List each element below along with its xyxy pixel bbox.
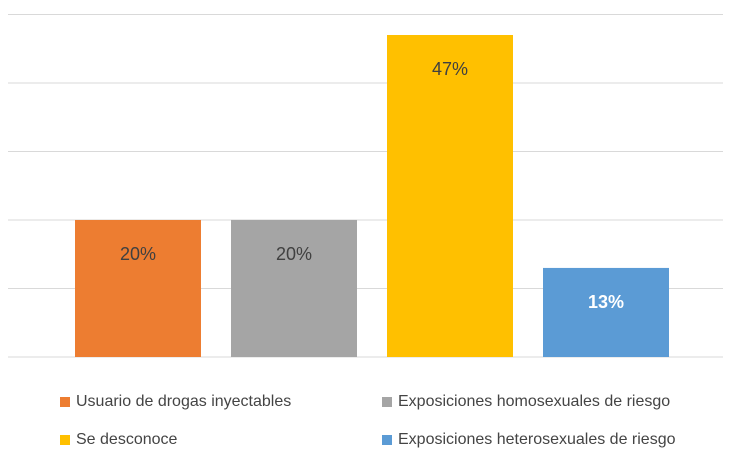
legend-item-se-desconoce: Se desconoce <box>60 430 382 450</box>
bar <box>75 219 201 357</box>
data-label: 47% <box>432 59 468 79</box>
legend-item-heterosexuales: Exposiciones heterosexuales de riesgo <box>382 430 712 450</box>
legend-item-usuario-drogas: Usuario de drogas inyectables <box>60 392 382 412</box>
legend-swatch <box>382 397 392 407</box>
legend-swatch <box>60 397 70 407</box>
bars <box>75 35 669 357</box>
data-label: 20% <box>276 244 312 264</box>
data-label: 20% <box>120 244 156 264</box>
legend-item-homosexuales: Exposiciones homosexuales de riesgo <box>382 392 712 412</box>
legend-label: Exposiciones heterosexuales de riesgo <box>398 431 676 448</box>
bar <box>543 267 669 357</box>
legend-swatch <box>60 435 70 445</box>
legend-label: Usuario de drogas inyectables <box>76 393 292 410</box>
bar-chart: 20% 20% 47% 13% <box>8 13 723 358</box>
legend-swatch <box>382 435 392 445</box>
bar <box>231 219 357 357</box>
bar <box>387 35 513 357</box>
data-labels: 20% 20% 47% 13% <box>120 59 624 312</box>
legend-label: Se desconoce <box>76 431 178 448</box>
data-label: 13% <box>588 292 624 312</box>
legend-label: Exposiciones homosexuales de riesgo <box>398 393 671 410</box>
legend: Usuario de drogas inyectables Exposicion… <box>60 392 720 450</box>
